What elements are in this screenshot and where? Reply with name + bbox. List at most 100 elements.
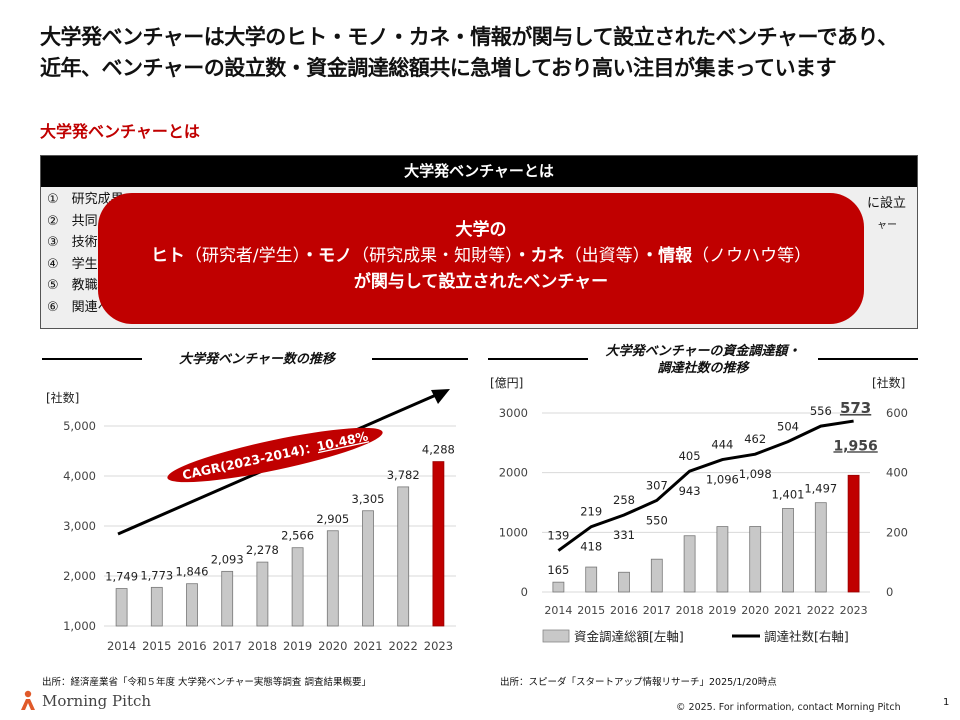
bar-value-label: 3,782 — [387, 468, 420, 482]
logo-icon — [21, 690, 35, 710]
line-value-label: 258 — [613, 493, 635, 507]
chart-right-ylabel-left: [億円] — [490, 376, 523, 390]
definition-item: ③ 技術 — [47, 235, 98, 250]
ytick-label: 4,000 — [63, 469, 96, 483]
xtick-label: 2021 — [774, 604, 802, 617]
page-title-line-1: 大学発ベンチャーは大学のヒト・モノ・カネ・情報が関与して設立されたベンチャーであ… — [40, 25, 898, 49]
overlay-hito: ヒト — [150, 246, 185, 266]
ytick-right-label: 200 — [886, 525, 908, 539]
definition-list: ① 研究成果 ② 共同 ③ 技術 ④ 学生 ⑤ 教職 ⑥ 関連ベ — [41, 187, 917, 318]
bar — [749, 526, 762, 593]
chart-left-rule-left — [42, 358, 142, 360]
cagr-arrow — [117, 389, 450, 536]
bar — [650, 558, 663, 593]
xtick-label: 2023 — [424, 639, 453, 653]
definition-item: ⑥ 関連ベ — [47, 299, 111, 315]
bar-value-label: 550 — [646, 513, 668, 527]
bar-value-label: 1,098 — [739, 467, 772, 481]
xtick-label: 2022 — [389, 639, 418, 653]
ytick-left-label: 2000 — [499, 466, 528, 480]
bar — [150, 586, 163, 627]
section-title: 大学発ベンチャーとは — [40, 122, 200, 141]
ytick-left-label: 1000 — [499, 525, 528, 539]
bar — [186, 583, 198, 627]
cagr-arrow-head — [431, 389, 450, 404]
ytick-label: 1,000 — [63, 619, 96, 633]
chart-left-grid — [104, 425, 456, 627]
page-title-line-2: 近年、ベンチャーの設立数・資金調達総額共に急増しており高い注目が集まっています — [40, 56, 837, 80]
overlay-kane: ・カネ — [513, 246, 565, 266]
bar — [585, 566, 598, 593]
legend-bar-swatch — [542, 629, 570, 643]
bar — [716, 526, 729, 593]
bar — [847, 474, 860, 593]
legend-bar-label: 資金調達総額[左軸] — [574, 629, 684, 644]
xtick-label: 2018 — [248, 639, 277, 653]
bar — [782, 508, 794, 593]
logo: Morning Pitch — [18, 690, 151, 712]
xtick-label: 2023 — [840, 604, 868, 617]
bar-value-label: 1,497 — [804, 482, 837, 496]
cagr-prefix: CAGR(2023-2014)： — [181, 439, 319, 482]
chart-right-yticks-right: 0 200 400 600 — [886, 406, 908, 599]
definition-item: ④ 学生 — [47, 256, 98, 272]
bar-value-label: 1,749 — [105, 570, 138, 584]
cagr-value: 10.48% — [315, 428, 370, 454]
line-value-label: 573 — [840, 399, 871, 417]
xtick-label: 2017 — [213, 639, 242, 653]
legend-line-label: 調達社数[右軸] — [764, 629, 849, 644]
chart-right-ylabel-right: [社数] — [872, 375, 905, 390]
xtick-label: 2016 — [610, 604, 638, 617]
bar — [326, 530, 339, 627]
chart-left-yticks: 1,000 2,000 3,000 4,000 5,000 — [63, 419, 96, 633]
line-value-label: 307 — [646, 478, 668, 492]
ytick-left-label: 3000 — [499, 406, 528, 420]
overlay-mono-note: （研究成果・知財等） — [352, 246, 514, 266]
bar-value-label: 2,093 — [211, 552, 244, 566]
bar — [256, 561, 269, 627]
line-value-label: 405 — [679, 449, 701, 463]
copyright: © 2025. For information, contact Morning… — [676, 702, 901, 713]
xtick-label: 2021 — [353, 639, 382, 653]
definition-item: ① 研究成果 — [47, 192, 124, 207]
definition-item: ⑤ 教職 — [47, 278, 98, 293]
definition-header: 大学発ベンチャーとは — [41, 156, 917, 187]
page-number: 1 — [943, 697, 950, 708]
overlay-kane-note: （出資等） — [564, 246, 642, 266]
bar — [552, 581, 565, 593]
xtick-label: 2019 — [283, 639, 312, 653]
bar-value-label: 1,401 — [772, 487, 805, 501]
chart-left-bars — [115, 461, 445, 627]
chart-right-rule-right — [818, 358, 918, 360]
overlay-mono: ・モノ — [301, 246, 353, 266]
chart-right-grid — [542, 412, 870, 593]
bar-value-label: 3,305 — [352, 492, 385, 506]
xtick-label: 2017 — [643, 604, 671, 617]
chart-right-title-line-2: 調達社数の推移 — [657, 361, 749, 376]
overlay-hito-note: （研究者/学生） — [184, 246, 302, 266]
ytick-right-label: 600 — [886, 406, 908, 420]
bar — [291, 547, 304, 627]
cagr-badge: CAGR(2023-2014)：10.48% — [167, 427, 383, 483]
xtick-label: 2015 — [142, 639, 171, 653]
bar-value-label: 2,278 — [246, 543, 279, 557]
chart-right-line-labels: 139 219 258 307 405 444 462 504 556 573 — [547, 399, 871, 542]
definition-fragment: ャー — [877, 220, 897, 231]
bar-value-label: 331 — [613, 528, 635, 542]
overlay-joho-note: （ノウハウ等） — [692, 246, 812, 266]
ytick-label: 3,000 — [63, 519, 96, 533]
chart-right-source: 出所：スピーダ「スタートアップ情報リサーチ」2025/1/20時点 — [500, 677, 777, 688]
ytick-right-label: 400 — [886, 466, 908, 480]
bar-value-label: 943 — [679, 484, 701, 498]
bar-value-label: 2,905 — [316, 512, 349, 526]
bar-value-label: 1,956 — [833, 438, 877, 454]
bar — [683, 535, 696, 593]
overlay-joho: ・情報 — [641, 246, 693, 266]
xtick-label: 2016 — [177, 639, 206, 653]
chart-right-legend: 資金調達総額[左軸] 調達社数[右軸] — [542, 629, 849, 644]
chart-left-rule-right — [372, 358, 468, 360]
chart-right-line — [557, 419, 854, 552]
chart-right-xticks: 2014 2015 2016 2017 2018 2019 2020 2021 2022 2023 — [544, 604, 867, 617]
xtick-label: 2022 — [807, 604, 835, 617]
